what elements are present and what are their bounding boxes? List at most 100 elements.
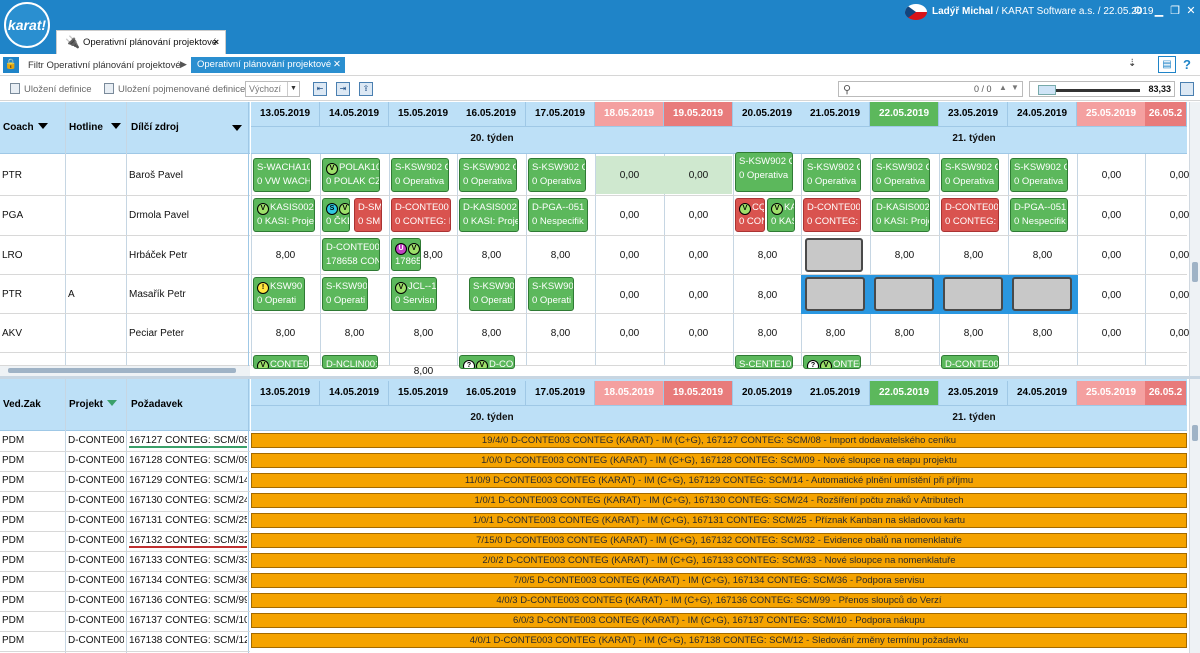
top-scrollbar[interactable] — [1189, 102, 1200, 376]
zoom-handle[interactable] — [1038, 85, 1056, 95]
search-prev-icon[interactable]: ▲ — [999, 83, 1007, 92]
schedule-card[interactable]: ?VD-CONTE00 — [459, 355, 515, 369]
close-icon[interactable]: ✕ — [1186, 5, 1196, 17]
pozadavek-cell[interactable]: 167130 CONTEG: SCM/24 - — [129, 495, 247, 506]
resource-name[interactable]: Drmola Pavel — [129, 210, 190, 221]
schedule-card[interactable]: U V 17865 — [391, 238, 421, 271]
schedule-card[interactable]: VCONTE00 — [253, 355, 309, 369]
scrollbar-thumb[interactable] — [1192, 262, 1198, 282]
gantt-bar[interactable]: 4/0/3 D-CONTE003 CONTEG (KARAT) - IM (C+… — [251, 593, 1187, 608]
schedule-card[interactable]: D-CONTE00 0 CONTEG: P — [391, 198, 451, 232]
schedule-card[interactable]: VKA 0 KAS — [767, 198, 795, 232]
schedule-card[interactable]: D-PGA--051 0 Nespecifik — [528, 198, 588, 232]
ved-header[interactable]: Ved.Zak — [3, 399, 41, 410]
schedule-card[interactable]: S-KSW90 0 Operati — [528, 277, 574, 311]
settings-icon[interactable]: ⚙ — [1133, 5, 1143, 17]
zoom-slider[interactable]: 83,33 — [1029, 81, 1175, 97]
zoom-reset-icon[interactable] — [1180, 82, 1194, 96]
empty-slot[interactable] — [1012, 277, 1072, 311]
sort-download-icon[interactable]: ⇣ — [1128, 58, 1137, 69]
schedule-card[interactable]: D-SM 0 SM — [354, 198, 382, 232]
schedule-card[interactable]: ! KSW90 0 Operati — [253, 277, 305, 311]
schedule-card[interactable]: SVČKD0 ČKD — [322, 198, 350, 232]
pozadavek-cell[interactable]: 167134 CONTEG: SCM/36 - — [129, 575, 247, 586]
coach-header[interactable]: Coach — [3, 122, 48, 133]
tab-operativni-planovani[interactable]: 🔌 Operativní plánování projektové × — [56, 30, 226, 54]
empty-slot[interactable] — [874, 277, 934, 311]
schedule-card[interactable]: S-CENTE101 — [735, 355, 793, 369]
zdroj-header[interactable]: Dílčí zdroj — [131, 122, 246, 133]
pozadavek-header[interactable]: Požadavek — [131, 399, 183, 410]
resource-name[interactable]: Hrbáček Petr — [129, 250, 188, 261]
gantt-bar[interactable]: 7/0/5 D-CONTE003 CONTEG (KARAT) - IM (C+… — [251, 573, 1187, 588]
schedule-card[interactable]: D-PGA--051 0 Nespecifik — [1010, 198, 1068, 232]
empty-slot[interactable] — [943, 277, 1003, 311]
resource-name[interactable]: Baroš Pavel — [129, 170, 183, 181]
schedule-card[interactable]: D-NCLIN001 — [322, 355, 378, 369]
search-input[interactable]: ⚲ 0 / 0 ▲ ▼ — [838, 81, 1023, 97]
left-hscrollbar[interactable] — [0, 366, 250, 376]
save-named-definition-button[interactable]: Uložení pojmenované definice — [104, 83, 245, 95]
gantt-bar[interactable]: 4/0/1 D-CONTE003 CONTEG (KARAT) - IM (C+… — [251, 633, 1187, 648]
schedule-card[interactable]: S-KSW902 Q 0 Operativa — [941, 158, 999, 192]
scrollbar-thumb[interactable] — [8, 368, 236, 373]
schedule-card[interactable]: S-KSW90 0 Operati — [469, 277, 515, 311]
schedule-card[interactable]: D-CONTE00 — [941, 355, 999, 369]
schedule-card[interactable]: ?VONTE00 — [803, 355, 861, 369]
lock-icon[interactable]: 🔒 — [3, 57, 19, 73]
schedule-card[interactable]: S-KSW902 Q 0 Operativa — [1010, 158, 1068, 192]
empty-slot[interactable] — [805, 238, 863, 272]
schedule-card[interactable]: V JCL--1 0 Servisn — [391, 277, 437, 311]
schedule-card[interactable]: D-KASIS002 0 KASI: Proje — [872, 198, 930, 232]
resource-name[interactable]: Peciar Peter — [129, 328, 185, 339]
schedule-card[interactable]: D-CONTE00 0 CONTEG: P — [803, 198, 861, 232]
pozadavek-cell[interactable]: 167132 CONTEG: SCM/32 - — [129, 535, 247, 548]
gantt-bar[interactable]: 1/0/1 D-CONTE003 CONTEG (KARAT) - IM (C+… — [251, 493, 1187, 508]
breadcrumb-close-icon[interactable]: ✕ — [333, 59, 341, 70]
tab-close-icon[interactable]: × — [213, 37, 219, 48]
schedule-card[interactable]: S-KSW902 Q 0 Operativa — [735, 152, 793, 192]
pozadavek-cell[interactable]: 167131 CONTEG: SCM/25 - — [129, 515, 247, 526]
schedule-card[interactable]: VPOLAK101 0 POLAK CZ — [322, 158, 380, 192]
pozadavek-cell[interactable]: 167136 CONTEG: SCM/99 - — [129, 595, 247, 606]
schedule-card[interactable]: VCQ 0 CON — [735, 198, 765, 232]
schedule-card[interactable]: D-KASIS002 0 KASI: Proje — [459, 198, 519, 232]
schedule-card[interactable]: D-CONTE00 178658 CON — [322, 238, 380, 271]
definition-select[interactable]: Výchozí ▼ — [245, 81, 300, 97]
pozadavek-cell[interactable]: 167127 CONTEG: SCM/08 - — [129, 435, 247, 448]
gantt-bar[interactable]: 1/0/0 D-CONTE003 CONTEG (KARAT) - IM (C+… — [251, 453, 1187, 468]
schedule-card[interactable]: S-KSW902 Q 0 Operativa — [391, 158, 449, 192]
schedule-card[interactable]: S-KSW902 Q 0 Operativa — [528, 158, 586, 192]
scrollbar-thumb[interactable] — [1192, 425, 1198, 441]
minimize-icon[interactable]: ▁ — [1154, 5, 1164, 17]
hotline-header[interactable]: Hotline — [69, 122, 125, 133]
layout-icon[interactable]: ▤ — [1158, 56, 1176, 73]
navigate-next-icon[interactable]: ⇥ — [336, 82, 350, 96]
bottom-scrollbar[interactable] — [1189, 379, 1200, 653]
schedule-card[interactable]: S-KSW902 Q 0 Operativa — [803, 158, 861, 192]
gantt-bar[interactable]: 11/0/9 D-CONTE003 CONTEG (KARAT) - IM (C… — [251, 473, 1187, 488]
help-icon[interactable]: ? — [1183, 57, 1191, 72]
breadcrumb-filter[interactable]: Filtr Operativní plánování projektové — [28, 60, 181, 71]
gantt-bar[interactable]: 2/0/2 D-CONTE003 CONTEG (KARAT) - IM (C+… — [251, 553, 1187, 568]
pozadavek-cell[interactable]: 167129 CONTEG: SCM/14 - — [129, 475, 247, 486]
schedule-card[interactable]: V KASIS002 0 KASI: Proje — [253, 198, 315, 232]
pozadavek-cell[interactable]: 167138 CONTEG: SCM/12 - — [129, 635, 247, 646]
pozadavek-cell[interactable]: 167137 CONTEG: SCM/10 - — [129, 615, 247, 626]
pozadavek-cell[interactable]: 167128 CONTEG: SCM/09 - — [129, 455, 247, 466]
schedule-card[interactable]: S-KSW90 0 Operati — [322, 277, 368, 311]
search-next-icon[interactable]: ▼ — [1011, 83, 1019, 92]
schedule-card[interactable]: D-CONTE00 0 CONTEG: P — [941, 198, 999, 232]
schedule-card[interactable]: S-KSW902 Q 0 Operativa — [872, 158, 930, 192]
pozadavek-cell[interactable]: 167133 CONTEG: SCM/33 - — [129, 555, 247, 566]
gantt-bar[interactable]: 7/15/0 D-CONTE003 CONTEG (KARAT) - IM (C… — [251, 533, 1187, 548]
schedule-card[interactable]: S-KSW902 Q 0 Operativa — [459, 158, 517, 192]
splitter[interactable] — [0, 376, 1200, 379]
navigate-first-icon[interactable]: ⇤ — [313, 82, 327, 96]
empty-slot[interactable] — [805, 277, 865, 311]
gantt-bar[interactable]: 1/0/1 D-CONTE003 CONTEG (KARAT) - IM (C+… — [251, 513, 1187, 528]
save-definition-button[interactable]: Uložení definice — [10, 83, 92, 95]
export-icon[interactable]: ⇪ — [359, 82, 373, 96]
breadcrumb-current[interactable]: Operativní plánování projektové ✕ — [191, 57, 345, 73]
resource-name[interactable]: Masařík Petr — [129, 289, 186, 300]
